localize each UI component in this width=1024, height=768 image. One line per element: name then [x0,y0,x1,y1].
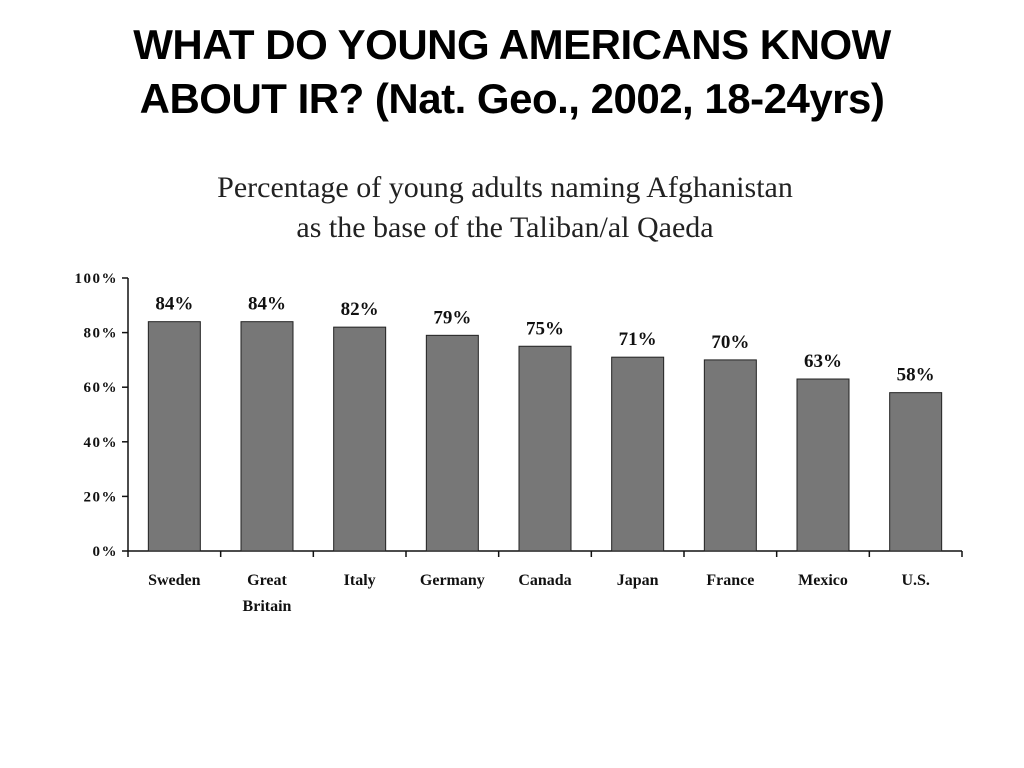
bar-data-label: 75% [526,318,564,339]
category-label: Italy [344,572,376,589]
bar [611,356,665,552]
y-tick-label: 60% [84,380,119,396]
slide-title: WHAT DO YOUNG AMERICANS KNOW ABOUT IR? (… [0,18,1024,126]
slide-title-line-2: ABOUT IR? (Nat. Geo., 2002, 18-24yrs) [139,75,885,122]
y-tick-label: 100% [75,271,119,287]
bar-data-label: 84% [155,294,193,315]
bar-data-label: 63% [804,351,842,372]
bar [333,326,387,552]
y-tick-label: 40% [84,435,119,451]
y-tick-label: 80% [84,326,119,342]
category-label: Germany [420,572,485,589]
y-tick-label: 0% [93,544,119,560]
slide-title-line-1: WHAT DO YOUNG AMERICANS KNOW [133,21,891,68]
y-tick-label: 20% [84,489,119,505]
bar-data-label: 82% [341,299,379,320]
category-label: Mexico [798,572,848,589]
bar [703,359,757,552]
bar-data-label: 84% [248,294,286,315]
chart-title-line-2: as the base of the Taliban/al Qaeda [296,211,714,244]
bar [796,378,850,552]
chart-title-line-1: Percentage of young adults naming Afghan… [217,171,793,204]
chart-title: Percentage of young adults naming Afghan… [0,168,1010,248]
bar-data-label: 70% [711,332,749,353]
category-label: Great [247,572,287,589]
bar-data-label: 58% [897,365,935,386]
category-label: Canada [518,572,571,589]
category-label: Sweden [148,572,201,589]
bar [240,321,294,552]
category-label: France [706,572,754,589]
category-label: Britain [243,598,292,615]
bar [518,345,572,552]
category-label: Japan [617,572,659,589]
category-label: U.S. [901,572,929,589]
bar [889,392,943,552]
bar-data-label: 79% [433,307,471,328]
bar-data-label: 71% [619,329,657,350]
bar [425,334,479,552]
bar [147,321,201,552]
